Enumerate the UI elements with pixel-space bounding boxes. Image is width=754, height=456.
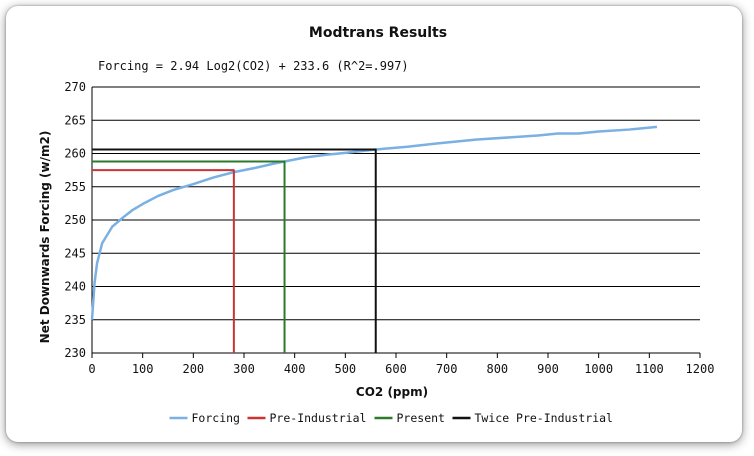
x-tick-label: 300 xyxy=(233,362,255,376)
series-line-pre-industrial xyxy=(92,169,235,353)
y-axis-label: Net Downwards Forcing (w/m2) xyxy=(38,131,52,344)
series-line-twice-pre-industrial xyxy=(92,148,377,353)
y-tick-label: 245 xyxy=(64,246,86,260)
x-tick-label: 600 xyxy=(385,362,407,376)
y-tick-label: 255 xyxy=(64,180,86,194)
y-tick-label: 230 xyxy=(64,346,86,360)
x-tick-label: 900 xyxy=(537,362,559,376)
y-tick-label: 240 xyxy=(64,280,86,294)
x-tick-label: 800 xyxy=(486,362,508,376)
trend-equation: Forcing = 2.94 Log2(CO2) + 233.6 (R^2=.9… xyxy=(98,59,409,73)
x-tick-label: 1000 xyxy=(584,362,613,376)
x-tick-label: 500 xyxy=(334,362,356,376)
y-tick-label: 270 xyxy=(64,80,86,94)
x-tick-label: 0 xyxy=(88,362,95,376)
y-tick-label: 235 xyxy=(64,313,86,327)
plot-area: 230 235 240 245 250 255 260 265 270 0 100 200 300 400… xyxy=(64,80,714,376)
x-tick-label: 1200 xyxy=(686,362,715,376)
x-tick-label: 1100 xyxy=(635,362,664,376)
series-line-forcing xyxy=(90,125,658,320)
legend-label-twice-pre-industrial: Twice Pre-Industrial xyxy=(475,411,613,425)
legend-label-present: Present xyxy=(397,411,445,425)
series-line-present xyxy=(92,160,286,353)
y-tick-label: 250 xyxy=(64,213,86,227)
legend: Forcing Pre-Industrial Present Twice Pre-In… xyxy=(169,411,613,425)
x-tick-label: 200 xyxy=(182,362,204,376)
legend-label-forcing: Forcing xyxy=(192,411,240,425)
x-axis-label: CO2 (ppm) xyxy=(356,385,428,399)
x-tick-label: 400 xyxy=(284,362,306,376)
x-tick-label: 700 xyxy=(436,362,458,376)
x-tick-label: 100 xyxy=(132,362,154,376)
legend-label-pre-industrial: Pre-Industrial xyxy=(270,411,367,425)
y-tick-label: 260 xyxy=(64,147,86,161)
chart-card xyxy=(6,6,742,442)
y-tick-label: 265 xyxy=(64,113,86,127)
chart-title: Modtrans Results xyxy=(309,25,447,41)
